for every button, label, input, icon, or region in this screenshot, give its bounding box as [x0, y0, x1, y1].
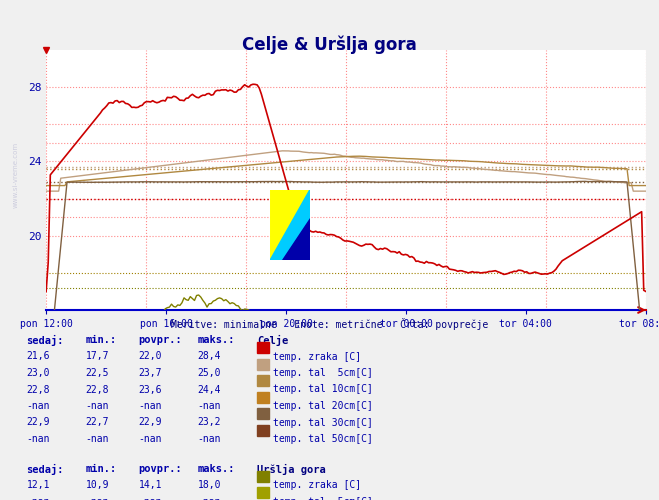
- Text: 22,8: 22,8: [86, 384, 109, 394]
- Text: Uršlja gora: Uršlja gora: [257, 464, 326, 475]
- Text: -nan: -nan: [86, 401, 109, 411]
- Text: 22,0: 22,0: [138, 352, 162, 362]
- Text: -nan: -nan: [26, 496, 50, 500]
- Text: temp. tal 20cm[C]: temp. tal 20cm[C]: [273, 401, 374, 411]
- Text: -nan: -nan: [198, 496, 221, 500]
- Text: -nan: -nan: [26, 401, 50, 411]
- Text: maks.:: maks.:: [198, 335, 235, 345]
- Text: 23,2: 23,2: [198, 418, 221, 428]
- Text: www.si-vreme.com: www.si-vreme.com: [13, 142, 19, 208]
- Text: 24,4: 24,4: [198, 384, 221, 394]
- Text: 22,5: 22,5: [86, 368, 109, 378]
- Text: -nan: -nan: [198, 434, 221, 444]
- Text: -nan: -nan: [138, 434, 162, 444]
- Text: maks.:: maks.:: [198, 464, 235, 474]
- Text: Celje & Uršlja gora: Celje & Uršlja gora: [242, 35, 417, 54]
- Text: 21,6: 21,6: [26, 352, 50, 362]
- Text: 28,4: 28,4: [198, 352, 221, 362]
- Text: -nan: -nan: [86, 434, 109, 444]
- Text: temp. zraka [C]: temp. zraka [C]: [273, 352, 362, 362]
- Text: 23,0: 23,0: [26, 368, 50, 378]
- Text: sedaj:: sedaj:: [26, 464, 64, 475]
- Text: min.:: min.:: [86, 464, 117, 474]
- Text: 12,1: 12,1: [26, 480, 50, 490]
- Polygon shape: [270, 190, 310, 260]
- Text: 23,7: 23,7: [138, 368, 162, 378]
- Text: Celje: Celje: [257, 335, 288, 346]
- Text: 25,0: 25,0: [198, 368, 221, 378]
- Text: 22,8: 22,8: [26, 384, 50, 394]
- Text: -nan: -nan: [198, 401, 221, 411]
- Polygon shape: [270, 190, 310, 260]
- Text: temp. zraka [C]: temp. zraka [C]: [273, 480, 362, 490]
- Text: -nan: -nan: [138, 496, 162, 500]
- Text: Meritve: minimalne   Enote: metrične   Črta: povprečje: Meritve: minimalne Enote: metrične Črta:…: [171, 318, 488, 330]
- Text: temp. tal 50cm[C]: temp. tal 50cm[C]: [273, 434, 374, 444]
- Text: -nan: -nan: [26, 434, 50, 444]
- Text: 23,6: 23,6: [138, 384, 162, 394]
- Text: 10,9: 10,9: [86, 480, 109, 490]
- Text: -nan: -nan: [86, 496, 109, 500]
- Polygon shape: [282, 218, 310, 260]
- Text: 22,9: 22,9: [26, 418, 50, 428]
- Text: min.:: min.:: [86, 335, 117, 345]
- Text: povpr.:: povpr.:: [138, 464, 182, 474]
- Text: temp. tal  5cm[C]: temp. tal 5cm[C]: [273, 368, 374, 378]
- Text: 22,9: 22,9: [138, 418, 162, 428]
- Text: 14,1: 14,1: [138, 480, 162, 490]
- Text: sedaj:: sedaj:: [26, 335, 64, 346]
- Text: temp. tal 10cm[C]: temp. tal 10cm[C]: [273, 384, 374, 394]
- Text: 17,7: 17,7: [86, 352, 109, 362]
- Text: -nan: -nan: [138, 401, 162, 411]
- Text: temp. tal  5cm[C]: temp. tal 5cm[C]: [273, 496, 374, 500]
- Text: 22,7: 22,7: [86, 418, 109, 428]
- Text: temp. tal 30cm[C]: temp. tal 30cm[C]: [273, 418, 374, 428]
- Text: 18,0: 18,0: [198, 480, 221, 490]
- Text: povpr.:: povpr.:: [138, 335, 182, 345]
